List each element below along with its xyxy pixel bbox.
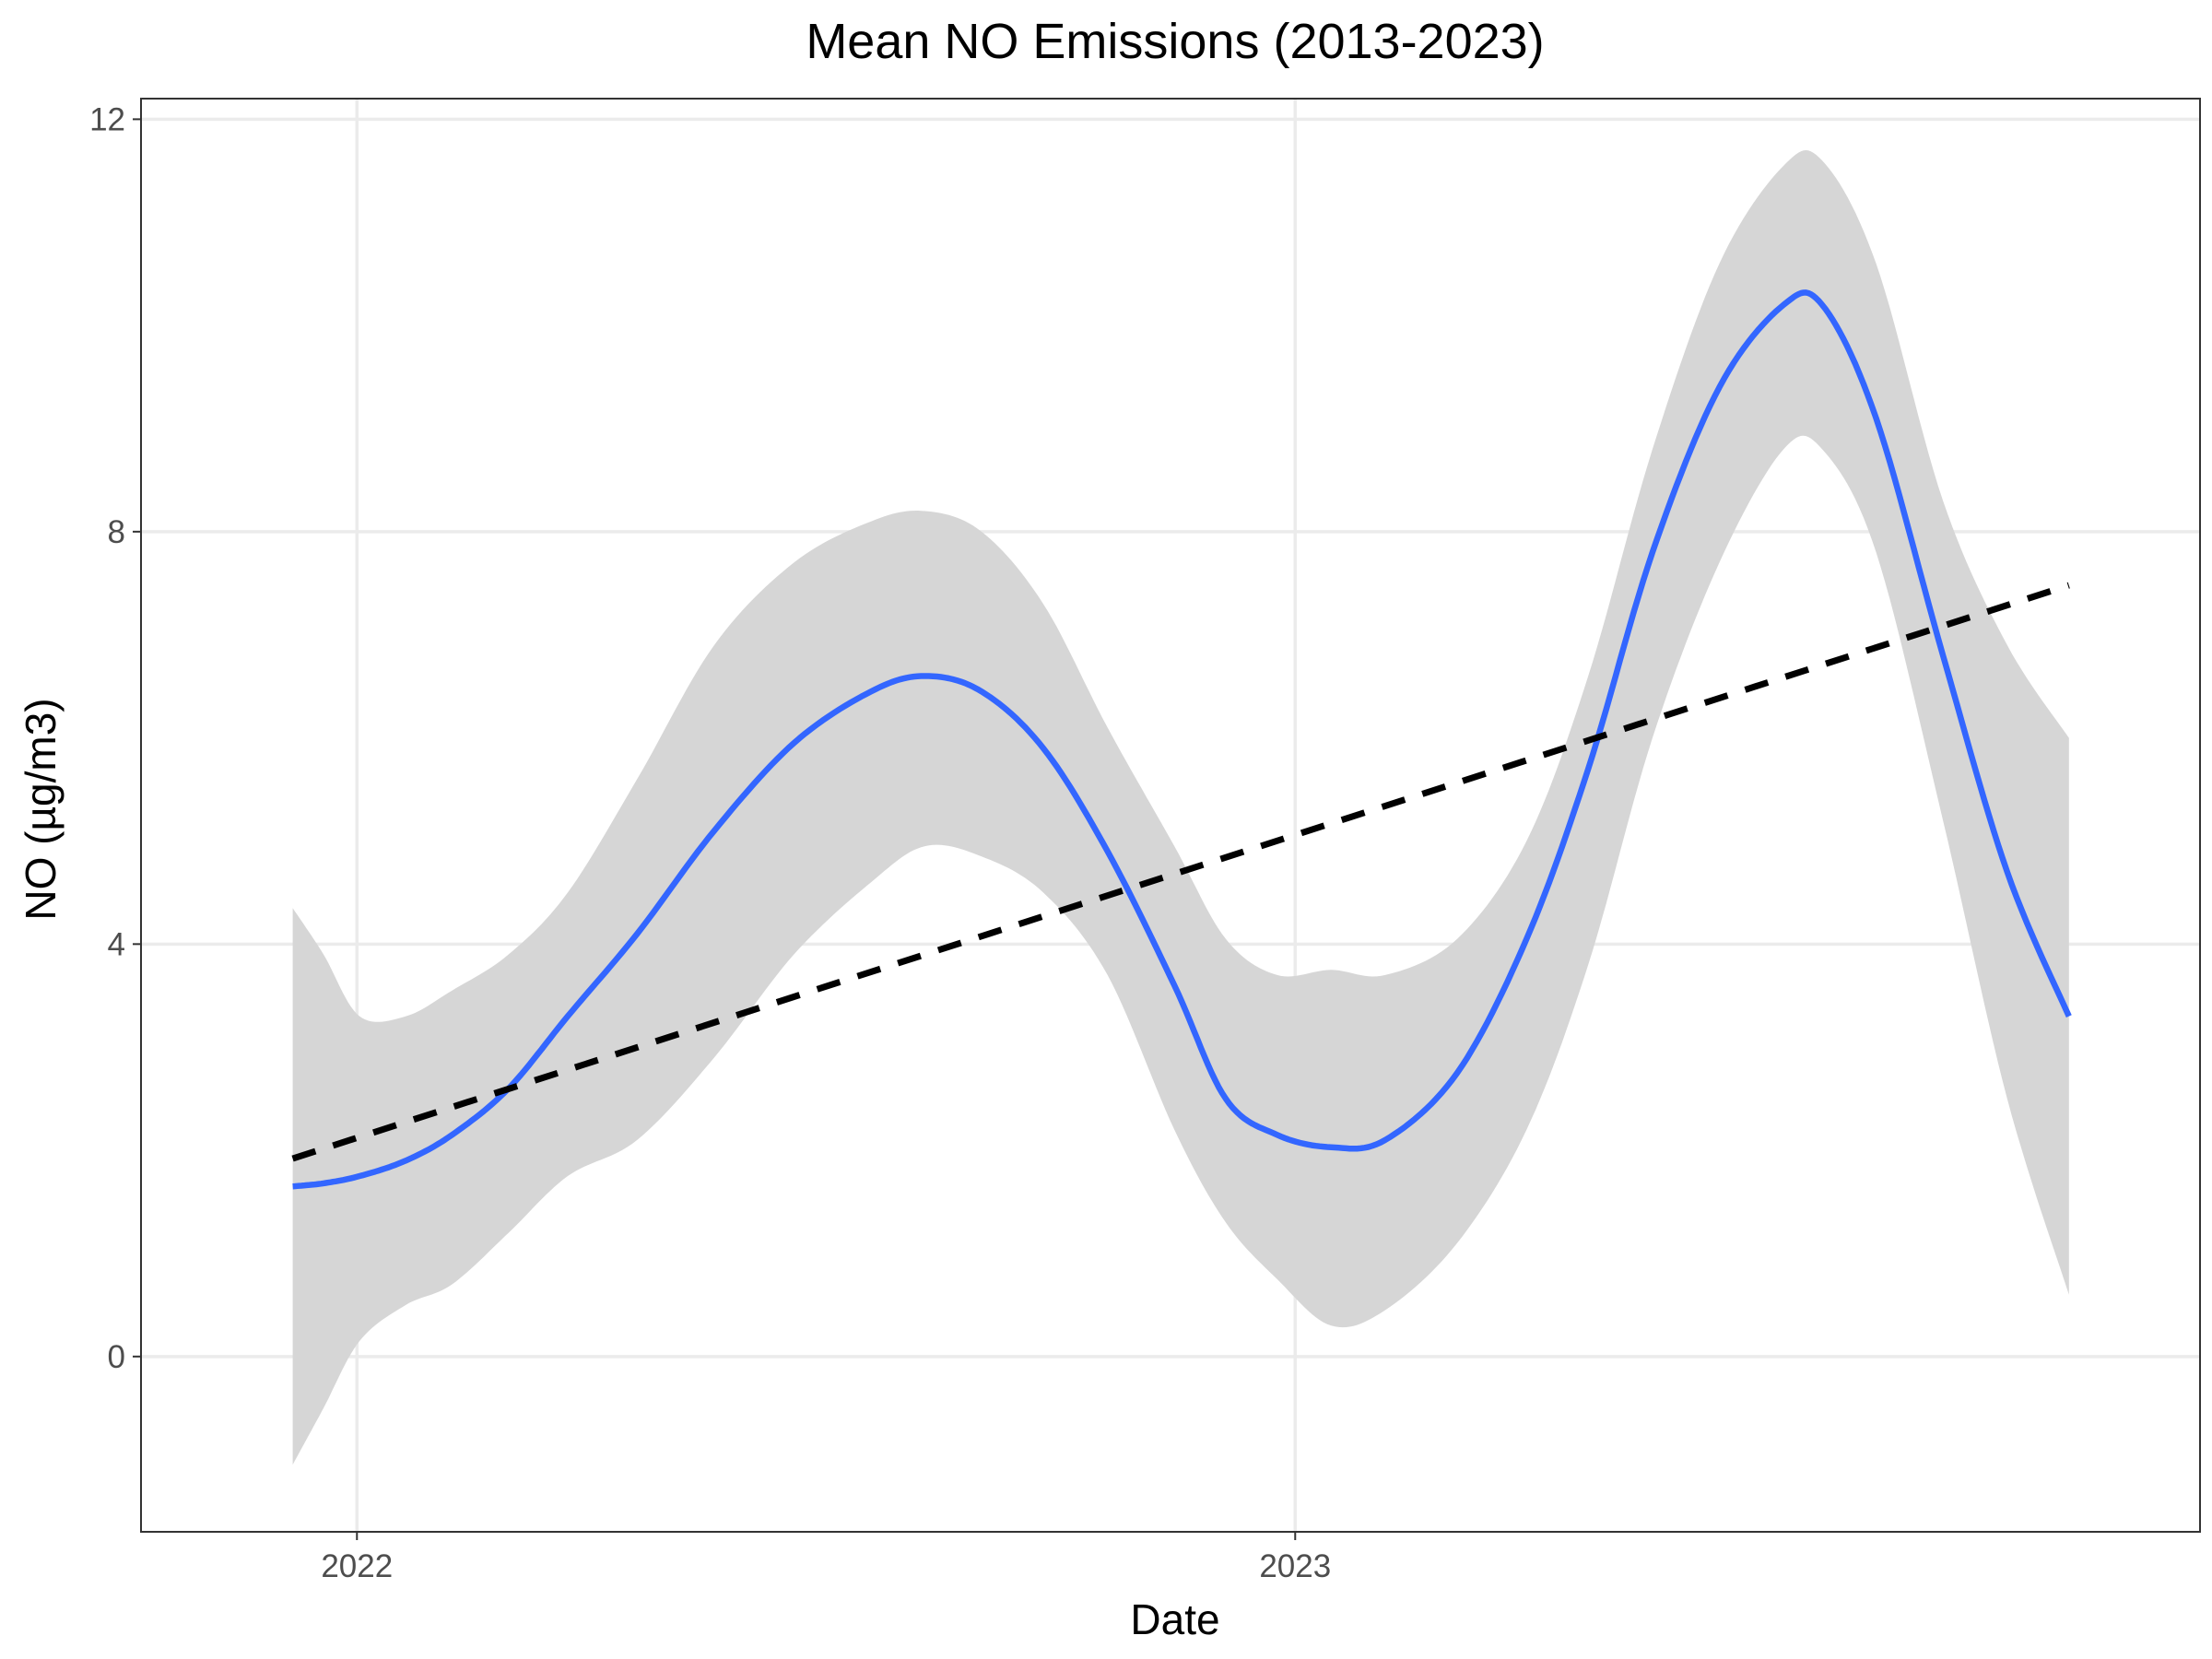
y-tick-label: 4 [108,926,125,962]
trend-line [291,582,2070,1162]
confidence-band [292,150,2069,1465]
y-tick-label: 0 [108,1339,125,1375]
x-axis-title: Date [1130,1595,1219,1643]
x-tick-label: 2022 [321,1548,393,1584]
panel-border [140,98,2201,1533]
y-tick-label: 8 [108,514,125,550]
chart-title: Mean NO Emissions (2013-2023) [806,14,1544,69]
y-tick-label: 12 [89,101,125,137]
axis-ticks: 0 4 8 12 2022 2023 [89,101,1331,1584]
x-tick-label: 2023 [1259,1548,1331,1584]
grid [141,99,2200,1532]
y-axis-title: NO (µg/m3) [17,698,65,920]
